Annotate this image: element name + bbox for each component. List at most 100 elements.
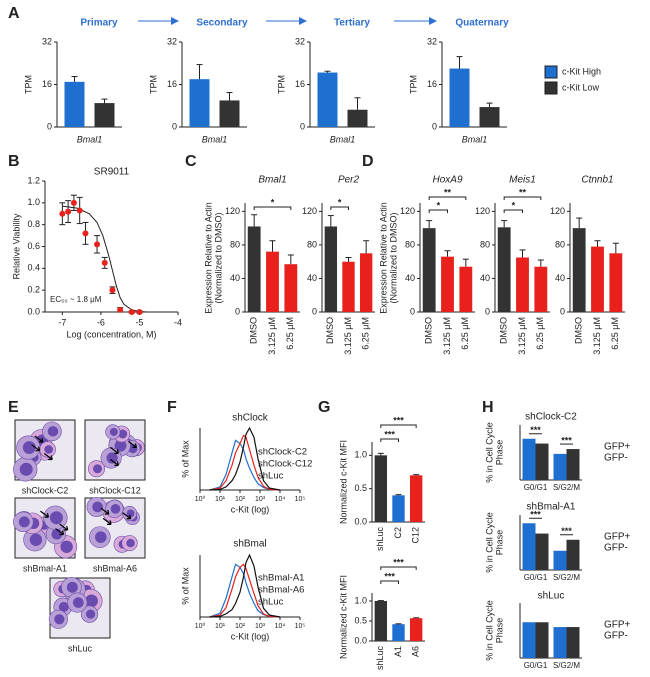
- nucleus: [85, 594, 98, 608]
- cell-arrow: [43, 453, 53, 461]
- significance-label: *: [512, 200, 516, 210]
- significance-bracket: [503, 196, 542, 200]
- x-tick-label: 6.25 μM: [535, 317, 545, 350]
- y-axis-label: (Normalized to DMSO): [213, 212, 223, 303]
- nucleus: [114, 439, 127, 452]
- image-caption: shLuc: [68, 643, 93, 653]
- significance-bracket: [503, 209, 523, 213]
- y-tick-label: 16: [167, 79, 177, 89]
- x-tick-label: S/G2/M: [553, 661, 580, 670]
- panel-label: G: [318, 399, 330, 416]
- y-tick-label: 0: [432, 121, 437, 131]
- y-tick-label: 0.8: [27, 219, 40, 229]
- legend-label: shBmal-A1: [258, 573, 304, 584]
- nucleus: [110, 503, 121, 514]
- y-tick-label: 16: [42, 79, 52, 89]
- bar: [459, 266, 473, 312]
- panel-label: D: [362, 153, 374, 170]
- cell-arrow: [34, 435, 44, 443]
- x-tick-label: G0/G1: [524, 483, 548, 492]
- significance-label: **: [444, 187, 452, 197]
- chart-title: shClock-C2: [525, 412, 577, 423]
- x-tick-label: DMSO: [574, 317, 584, 344]
- x-tick-label: 3.125 μM: [592, 317, 602, 355]
- y-tick-label: 0: [47, 121, 52, 131]
- data-point: [117, 306, 124, 313]
- bar: [409, 618, 423, 641]
- y-tick-label: 0.0: [354, 635, 367, 645]
- nucleus: [92, 464, 103, 474]
- significance-label: ***: [530, 425, 541, 435]
- y-tick-label: 0: [410, 306, 415, 316]
- y-tick-label: 0.5: [354, 483, 367, 493]
- significance-bracket: [428, 196, 467, 200]
- bar: [266, 251, 279, 312]
- significance-bracket: [380, 580, 399, 584]
- nucleus: [19, 462, 33, 476]
- bar: [497, 227, 511, 312]
- y-tick-label: 1.0: [354, 595, 367, 605]
- nucleus: [92, 501, 103, 513]
- panel-label: A: [8, 5, 20, 22]
- bar: [522, 438, 536, 480]
- nucleus: [22, 441, 36, 455]
- legend-label: shLuc: [258, 597, 284, 608]
- x-tick-label: -4: [174, 317, 182, 327]
- y-tick-label: 120: [302, 206, 317, 216]
- nucleus: [109, 427, 118, 436]
- legend-label: GFP-: [604, 453, 628, 464]
- data-point: [136, 309, 143, 315]
- bar: [64, 81, 85, 127]
- bar: [374, 601, 388, 641]
- bar: [247, 226, 261, 312]
- chart-title: Primary: [80, 18, 118, 29]
- x-tick-label: A1: [393, 646, 403, 657]
- chart-title: Ctnnb1: [581, 175, 613, 186]
- chart-title: shBmal: [233, 539, 266, 550]
- bar: [535, 533, 549, 570]
- x-tick-label: -7: [58, 317, 66, 327]
- significance-label: ***: [530, 510, 541, 520]
- y-tick-label: 0.0: [354, 516, 367, 526]
- y-tick-label: 16: [427, 79, 437, 89]
- nucleus: [85, 609, 96, 619]
- bar: [392, 495, 405, 522]
- cell-arrow: [102, 517, 112, 525]
- legend-label: GFP-: [604, 631, 628, 642]
- legend-swatch: [544, 81, 558, 95]
- x-tick-label: 10³: [255, 623, 266, 630]
- nucleus: [126, 538, 135, 548]
- significance-label: ***: [384, 571, 395, 581]
- bar: [284, 264, 298, 312]
- y-tick-label: 80: [307, 239, 317, 249]
- x-tick-label: 10²: [235, 623, 246, 630]
- x-tick-label: 6.25 μM: [285, 317, 295, 350]
- y-tick-label: 40: [555, 273, 565, 283]
- bar: [479, 107, 500, 127]
- significance-label: ***: [561, 435, 572, 445]
- nucleus: [66, 581, 78, 593]
- x-tick-label: -5: [135, 317, 143, 327]
- y-tick-label: 120: [475, 206, 490, 216]
- legend-swatch: [544, 65, 558, 79]
- image-caption: shBmal-A6: [93, 563, 137, 573]
- data-point: [128, 309, 135, 315]
- bar: [522, 622, 536, 658]
- y-axis-label: Normalized c-Kit MFI: [338, 440, 348, 524]
- x-tick-label: A6: [411, 646, 421, 657]
- y-tick-label: 80: [555, 239, 565, 249]
- y-tick-label: 120: [550, 206, 565, 216]
- bar: [189, 79, 210, 127]
- histogram-line: [209, 563, 281, 618]
- x-axis-label: c-Kit (log): [231, 631, 270, 641]
- micrograph: [84, 419, 146, 481]
- nucleus: [118, 429, 128, 439]
- x-tick-label: 6.25 μM: [460, 317, 470, 350]
- data-point: [94, 241, 101, 248]
- bar: [392, 624, 405, 641]
- significance-bracket: [380, 438, 399, 442]
- bar: [324, 226, 338, 312]
- data-point: [109, 287, 116, 294]
- data-point: [76, 207, 83, 214]
- x-tick-label: 10³: [255, 496, 266, 503]
